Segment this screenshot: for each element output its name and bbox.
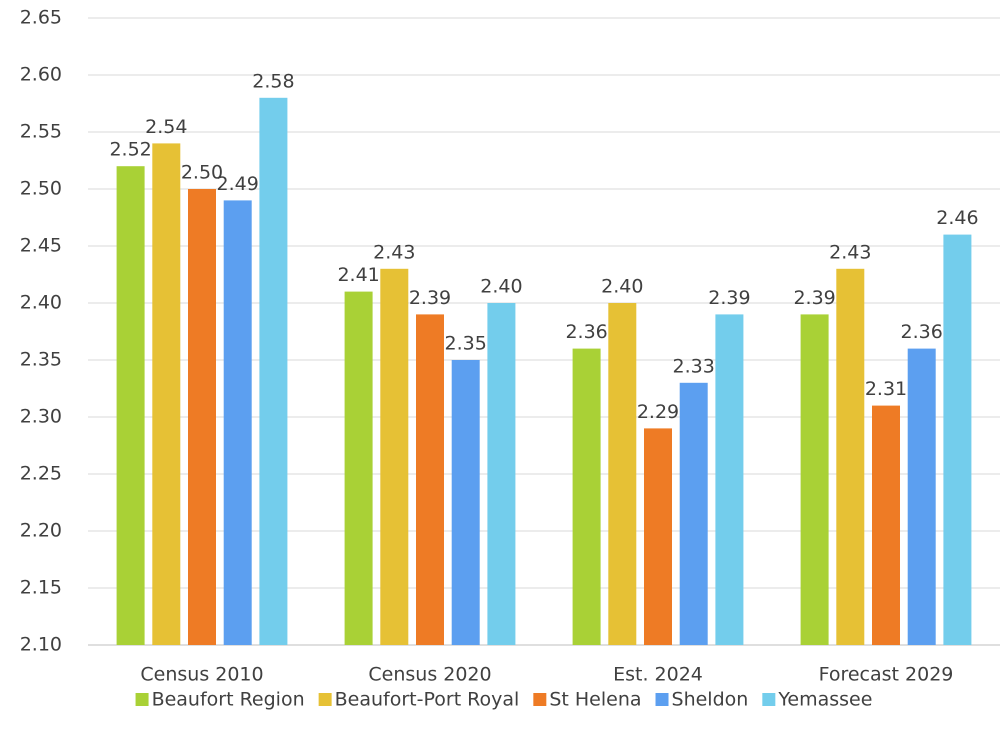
data-label: 2.41 — [337, 264, 379, 286]
data-label: 2.35 — [445, 333, 487, 355]
bar — [380, 268, 409, 645]
data-label: 2.43 — [373, 241, 415, 263]
y-tick-label: 2.50 — [20, 178, 62, 200]
data-label: 2.43 — [829, 241, 871, 263]
bar — [872, 405, 900, 645]
data-label: 2.31 — [865, 378, 907, 400]
y-tick-label: 2.45 — [20, 235, 62, 257]
data-label: 2.39 — [708, 287, 750, 309]
bar — [223, 200, 252, 645]
legend-label: St Helena — [549, 689, 641, 711]
data-label: 2.39 — [793, 287, 835, 309]
bar — [188, 189, 216, 645]
bar — [451, 360, 480, 645]
y-tick-label: 2.20 — [20, 520, 62, 542]
data-label: 2.29 — [637, 401, 679, 423]
data-label: 2.46 — [936, 207, 978, 229]
y-tick-label: 2.30 — [20, 406, 62, 428]
data-label: 2.39 — [409, 287, 451, 309]
bar — [152, 143, 181, 645]
legend-label: Yemassee — [777, 689, 872, 711]
x-tick-label: Est. 2024 — [613, 664, 703, 686]
data-label: 2.40 — [480, 276, 522, 298]
bar — [800, 314, 829, 645]
legend-label: Beaufort-Port Royal — [335, 689, 520, 711]
data-label: 2.40 — [601, 276, 643, 298]
bar — [943, 234, 972, 645]
bar — [416, 314, 444, 645]
bar — [836, 268, 865, 645]
data-label: 2.36 — [901, 321, 943, 343]
data-label: 2.50 — [181, 162, 223, 184]
y-tick-label: 2.35 — [20, 349, 62, 371]
legend-swatch — [318, 693, 332, 706]
y-tick-label: 2.65 — [20, 7, 62, 29]
y-tick-label: 2.15 — [20, 577, 62, 599]
y-tick-label: 2.40 — [20, 292, 62, 314]
legend-label: Sheldon — [672, 689, 749, 711]
y-tick-label: 2.60 — [20, 64, 62, 86]
bar — [608, 303, 637, 645]
bar — [344, 291, 373, 645]
bar — [644, 428, 672, 645]
x-tick-label: Census 2010 — [140, 664, 263, 686]
legend-swatch — [655, 693, 669, 706]
data-label: 2.36 — [565, 321, 607, 343]
bar — [679, 382, 708, 645]
data-label: 2.33 — [673, 355, 715, 377]
bar — [116, 166, 145, 645]
bar — [715, 314, 744, 645]
data-label: 2.52 — [109, 139, 151, 161]
x-tick-label: Census 2020 — [368, 664, 491, 686]
data-label: 2.58 — [252, 70, 294, 92]
bar — [907, 348, 936, 645]
y-tick-label: 2.55 — [20, 121, 62, 143]
data-label: 2.54 — [145, 116, 187, 138]
x-tick-label: Forecast 2029 — [819, 664, 954, 686]
bar — [572, 348, 601, 645]
y-tick-label: 2.10 — [20, 634, 62, 656]
legend-swatch — [762, 693, 776, 706]
legend-label: Beaufort Region — [152, 689, 305, 711]
bar — [487, 303, 516, 645]
legend-swatch — [533, 693, 547, 706]
legend-swatch — [135, 693, 149, 706]
y-tick-label: 2.25 — [20, 463, 62, 485]
data-label: 2.49 — [217, 173, 259, 195]
bar — [259, 97, 288, 646]
